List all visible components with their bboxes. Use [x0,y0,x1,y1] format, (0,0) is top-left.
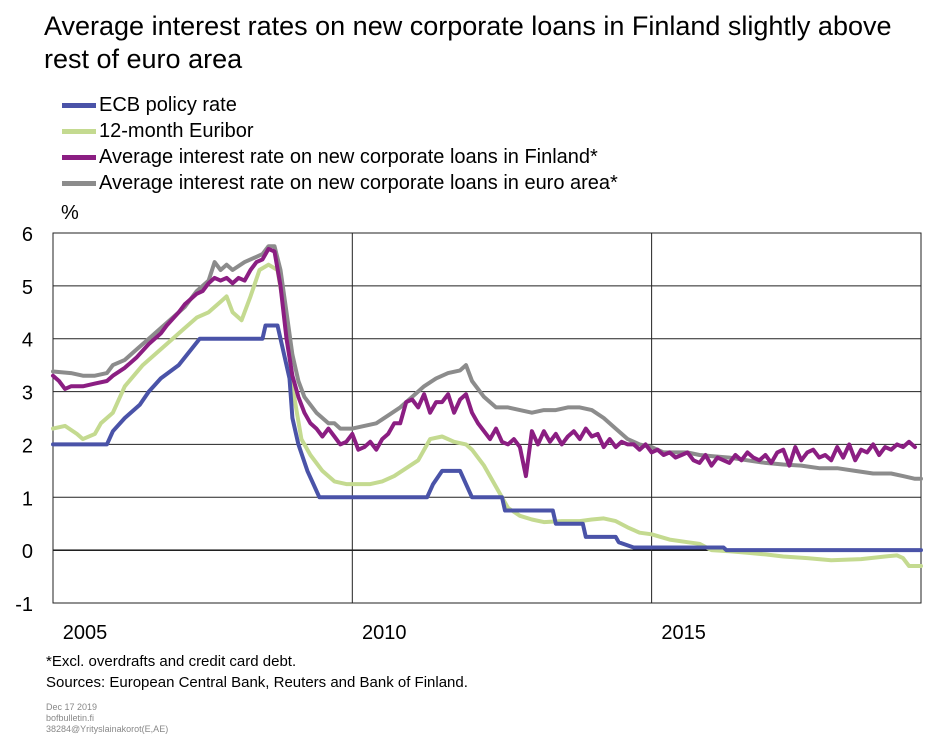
legend-swatch-euribor [62,128,96,134]
x-tick-label: 2010 [362,622,407,644]
chart-title: Average interest rates on new corporate … [44,11,892,74]
y-tick-label: 3 [22,383,33,405]
x-tick-label: 2005 [63,622,108,644]
legend-swatch-ecb [62,102,96,108]
chart-legend: ECB policy rate 12-month Euribor Average… [62,92,618,196]
y-tick-label: 1 [22,488,33,510]
legend-swatch-finland [62,154,96,160]
y-tick-label: 6 [22,224,33,246]
chart-code: 38284@Yrityslainakorot(E,AE) [46,724,169,734]
finland-loan-rate-line [51,246,917,479]
y-tick-label: 0 [22,541,33,563]
publish-date: Dec 17 2019 [46,702,98,712]
legend-swatch-euro-area [62,180,96,186]
y-tick-label: 5 [22,277,33,299]
footnote: *Excl. overdrafts and credit card debt. [46,653,297,670]
legend-label-euribor: 12-month Euribor [99,119,254,142]
euribor-line [51,262,923,568]
legend-item-euro-area: Average interest rate on new corporate l… [62,170,618,196]
site-name: bofbulletin.fi [46,713,95,723]
x-tick-label: 2015 [661,622,706,644]
legend-label-ecb: ECB policy rate [99,93,237,116]
legend-label-finland: Average interest rate on new corporate l… [99,145,598,168]
legend-item-ecb: ECB policy rate [62,92,618,118]
legend-item-euribor: 12-month Euribor [62,118,618,144]
y-tick-label: -1 [15,594,33,616]
line-chart: -1 0 1 2 3 4 5 6 2005 2010 2015% [15,202,923,644]
plot-frame [52,232,922,604]
y-tick-label: 4 [22,330,33,352]
y-tick-label: 2 [22,435,33,457]
ecb-policy-rate-line [51,323,923,553]
legend-label-euro-area: Average interest rate on new corporate l… [99,171,618,194]
y-axis-label: % [61,202,79,224]
sources-note: Sources: European Central Bank, Reuters … [46,674,468,691]
legend-item-finland: Average interest rate on new corporate l… [62,144,618,170]
